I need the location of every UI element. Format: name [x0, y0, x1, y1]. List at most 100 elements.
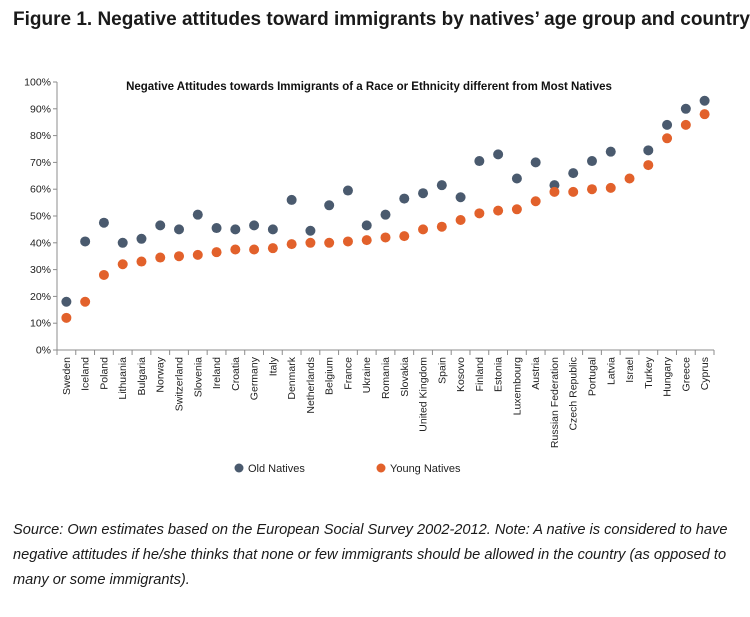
data-point [436, 180, 447, 191]
chart-title: Negative Attitudes towards Immigrants of… [126, 81, 612, 93]
data-point [192, 209, 203, 220]
x-tick-label: Austria [530, 357, 542, 390]
y-tick-label: 30% [30, 264, 51, 276]
data-point [324, 237, 335, 248]
x-tick-label: Poland [98, 357, 110, 390]
legend-marker [376, 463, 386, 473]
data-point [305, 237, 316, 248]
data-point [474, 208, 485, 219]
x-tick-label: Czech Republic [568, 357, 580, 431]
data-points [61, 95, 710, 323]
x-tick-label: Slovakia [399, 357, 411, 397]
x-tick-label: Israel [624, 357, 636, 383]
data-point [380, 232, 391, 243]
data-point [136, 233, 147, 244]
data-point [530, 196, 541, 207]
data-point [662, 133, 673, 144]
data-point [136, 256, 147, 267]
legend: Old Natives Young Natives [234, 463, 461, 475]
data-point [211, 223, 222, 234]
data-point [605, 146, 616, 157]
data-point [493, 205, 504, 216]
y-tick-label: 100% [24, 77, 51, 89]
y-tick-label: 20% [30, 291, 51, 303]
data-point [61, 312, 72, 323]
y-tick-label: 80% [30, 130, 51, 142]
data-point [361, 220, 372, 231]
figure-title: Figure 1. Negative attitudes toward immi… [13, 9, 750, 30]
data-point [286, 239, 297, 250]
data-point [568, 168, 579, 179]
y-tick-label: 10% [30, 318, 51, 330]
x-tick-label: Portugal [586, 357, 598, 396]
data-point [80, 236, 91, 247]
series-old-natives [61, 95, 710, 307]
data-point [61, 296, 72, 307]
data-point [380, 209, 391, 220]
data-point [680, 103, 691, 114]
data-point [249, 220, 260, 231]
y-axis: 0% 10% 20% 30% 40% 50% 60% 70% 80% 90% 100% [24, 77, 58, 357]
x-tick-label: Spain [436, 357, 448, 384]
x-tick-label: Sweden [61, 357, 73, 395]
x-tick-label: Romania [380, 357, 392, 399]
data-point [305, 225, 316, 236]
data-point [511, 173, 522, 184]
data-point [662, 119, 673, 130]
data-point [155, 220, 166, 231]
data-point [192, 249, 203, 260]
y-tick-label: 60% [30, 184, 51, 196]
legend-label: Young Natives [390, 463, 461, 475]
x-tick-label: Belgium [324, 357, 336, 395]
x-tick-label: Croatia [230, 357, 242, 391]
y-tick-label: 50% [30, 211, 51, 223]
x-tick-label: Turkey [643, 356, 655, 388]
x-tick-label: Norway [155, 356, 167, 392]
x-tick-label: Germany [249, 356, 261, 400]
x-tick-label: Denmark [286, 356, 298, 399]
data-point [643, 160, 654, 171]
x-tick-label: Luxembourg [511, 357, 523, 416]
data-point [286, 194, 297, 205]
x-tick-label: Ireland [211, 357, 223, 389]
data-point [361, 235, 372, 246]
x-axis: Sweden Iceland Poland Lithuania Bulgaria Norw… [56, 349, 715, 448]
x-tick-label: Lithuania [117, 357, 129, 400]
data-point [230, 224, 241, 235]
data-point [418, 188, 429, 199]
y-tick-label: 40% [30, 237, 51, 249]
x-tick-label: Ukraine [361, 357, 373, 393]
data-point [117, 259, 128, 270]
data-point [568, 186, 579, 197]
data-point [455, 215, 466, 226]
data-point [586, 156, 597, 167]
data-point [98, 269, 109, 280]
data-point [249, 244, 260, 255]
data-point [211, 247, 222, 258]
data-point [267, 243, 278, 254]
data-point [511, 204, 522, 215]
x-tick-label: Hungary [662, 356, 674, 396]
data-point [80, 296, 91, 307]
data-point [230, 244, 241, 255]
data-point [680, 119, 691, 130]
data-point [117, 237, 128, 248]
data-point [493, 149, 504, 160]
x-tick-label: Cyprus [699, 357, 711, 390]
data-point [324, 200, 335, 211]
scatter-chart: Negative Attitudes towards Immigrants of… [24, 77, 715, 475]
legend-label: Old Natives [248, 463, 305, 475]
legend-item: Young Natives [376, 463, 461, 475]
data-point [155, 252, 166, 263]
x-tick-label: Latvia [605, 357, 617, 385]
x-tick-label: Greece [680, 357, 692, 392]
legend-marker [234, 463, 244, 473]
data-point [530, 157, 541, 168]
data-point [174, 251, 185, 262]
data-point [455, 192, 466, 203]
x-tick-label: Netherlands [305, 357, 317, 414]
legend-item: Old Natives [234, 463, 305, 475]
x-tick-label: France [342, 357, 354, 390]
y-tick-label: 90% [30, 103, 51, 115]
x-tick-label: United Kingdom [418, 357, 430, 432]
